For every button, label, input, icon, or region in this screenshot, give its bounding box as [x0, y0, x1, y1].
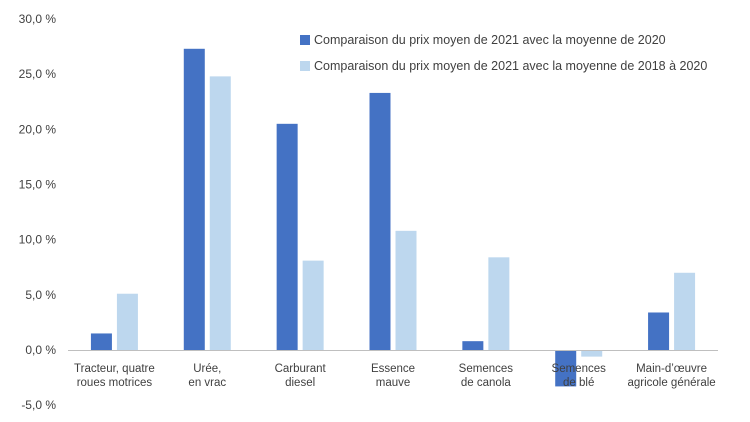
y-tick-label: 20,0 % — [19, 122, 57, 136]
category-label-line: Main-d’œuvre — [636, 363, 707, 375]
y-axis-tick-labels: 30,0 % 25,0 % 20,0 % 15,0 % 10,0 % 5,0 % 0,0 %… — [19, 12, 57, 412]
category-label: Semences de canola — [459, 363, 514, 389]
category-labels: Tracteur, quatre roues motrices Urée, en vr… — [74, 363, 716, 389]
category-label-line: de canola — [461, 377, 511, 389]
bars-group — [90, 48, 696, 387]
category-label: Tracteur, quatre roues motrices — [74, 363, 155, 389]
y-tick-label: 15,0 % — [19, 178, 57, 192]
category-label-line: de blé — [563, 377, 594, 389]
y-tick-label: 30,0 % — [19, 12, 57, 26]
category-label-line: Essence — [371, 363, 415, 375]
category-label-line: agricole générale — [627, 377, 715, 389]
category-label-line: Carburant — [275, 363, 327, 375]
bar-series-2 — [116, 293, 138, 350]
bar-series-1 — [648, 312, 670, 350]
y-tick-label: 0,0 % — [25, 343, 56, 357]
bar-series-2 — [674, 272, 696, 350]
category-label-line: Urée, — [193, 363, 221, 375]
y-tick-label: 5,0 % — [25, 288, 56, 302]
bar-series-2 — [581, 350, 603, 357]
category-label-line: en vrac — [188, 377, 226, 389]
legend-label-2: Comparaison du prix moyen de 2021 avec l… — [314, 59, 707, 73]
bar-series-2 — [395, 230, 417, 350]
category-label-line: diesel — [285, 377, 315, 389]
category-label: Main-d’œuvre agricole générale — [627, 363, 715, 389]
category-label-line: Tracteur, quatre — [74, 363, 155, 375]
category-label-line: Semences — [552, 363, 607, 375]
bar-series-2 — [302, 260, 324, 350]
bar-series-1 — [183, 48, 205, 350]
bar-series-2 — [488, 257, 510, 350]
category-label-line: mauve — [376, 377, 411, 389]
bar-series-1 — [555, 350, 577, 387]
y-tick-label: 10,0 % — [19, 233, 57, 247]
y-tick-label: 25,0 % — [19, 67, 57, 81]
category-label: Carburant diesel — [275, 363, 327, 389]
bar-series-1 — [462, 341, 484, 350]
bar-series-1 — [369, 92, 391, 350]
bar-series-2 — [209, 76, 231, 350]
category-label: Essence mauve — [371, 363, 415, 389]
legend-label-1: Comparaison du prix moyen de 2021 avec l… — [314, 33, 666, 47]
legend-swatch-2 — [300, 61, 310, 71]
category-label-line: roues motrices — [77, 377, 153, 389]
category-label: Urée, en vrac — [188, 363, 226, 389]
category-label: Semences de blé — [552, 363, 607, 389]
legend-swatch-1 — [300, 35, 310, 45]
category-label-line: Semences — [459, 363, 514, 375]
y-tick-label: -5,0 % — [21, 398, 56, 412]
bar-series-1 — [90, 333, 112, 350]
bar-series-1 — [276, 123, 298, 350]
legend: Comparaison du prix moyen de 2021 avec l… — [300, 33, 707, 73]
